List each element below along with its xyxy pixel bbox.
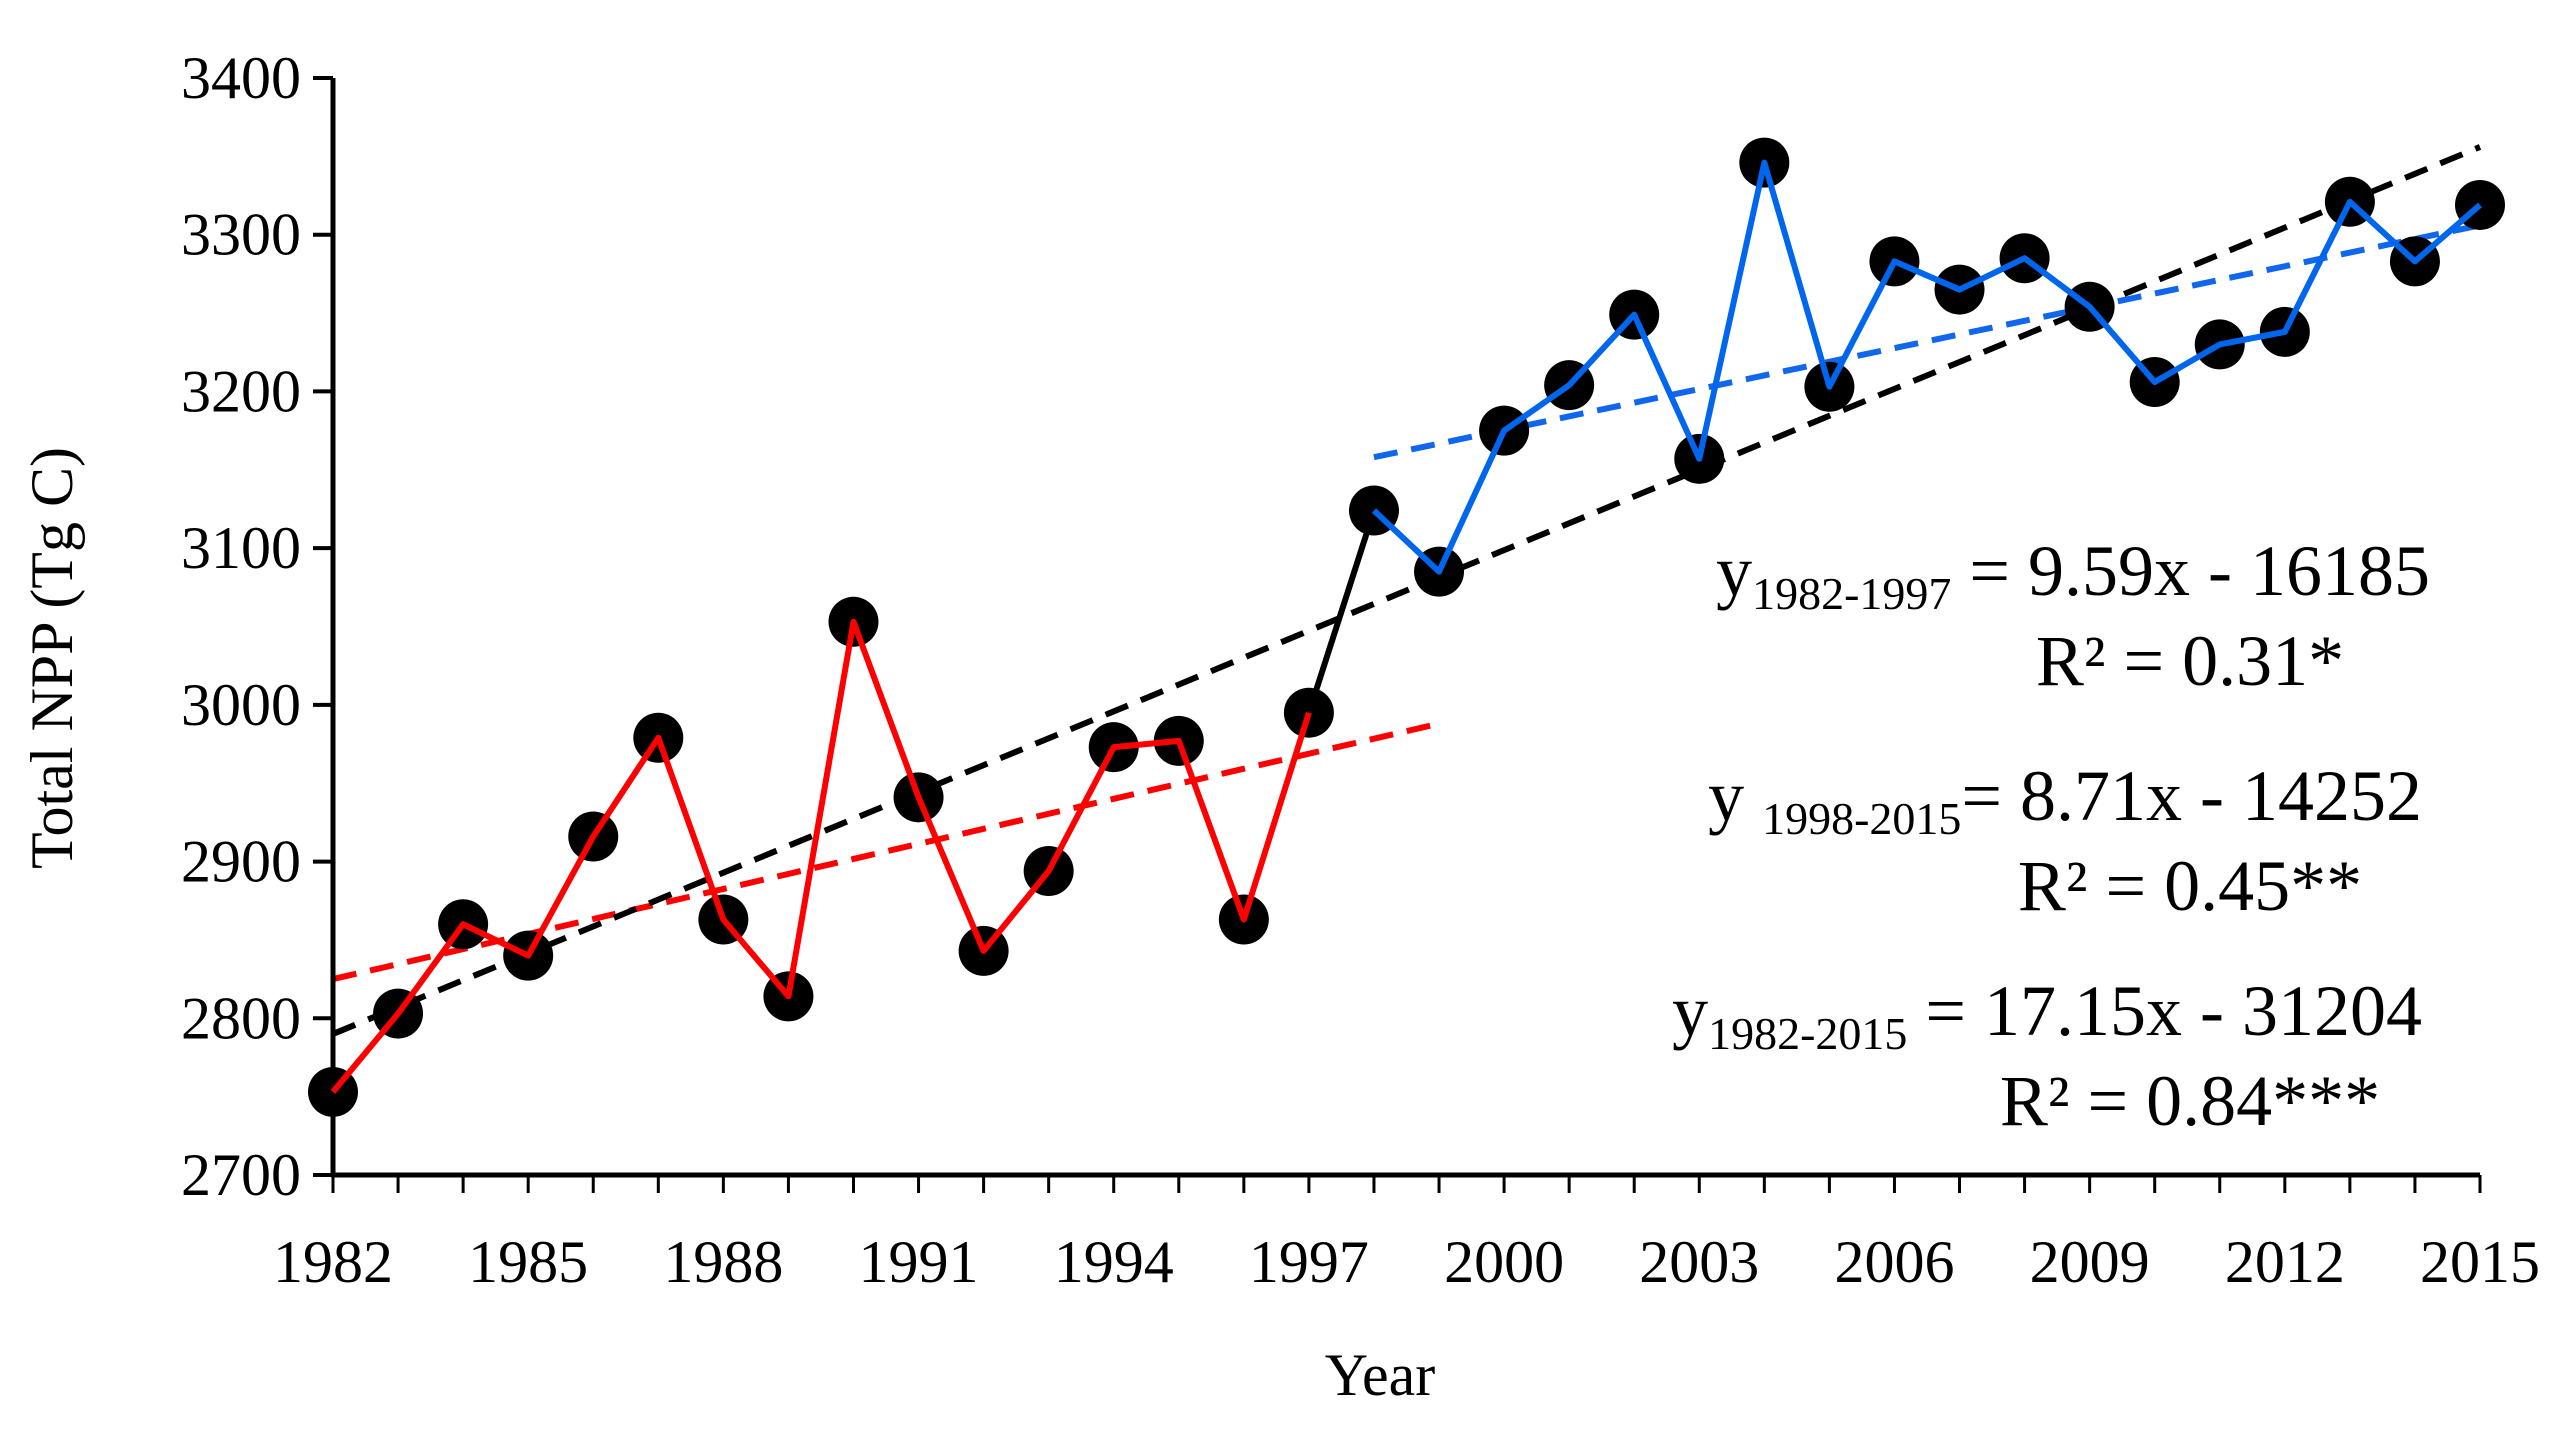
x-tick-label: 1994 xyxy=(1054,1229,1174,1295)
annotation-r2: R² = 0.45** xyxy=(2018,846,2362,926)
x-tick-label: 1991 xyxy=(859,1229,979,1295)
trendlines xyxy=(331,144,2482,1037)
series-lines xyxy=(330,159,2482,1094)
series-line-1998-2015 xyxy=(1371,159,2482,575)
series-line-1982-1997 xyxy=(330,618,1312,1094)
annotation-eq1: y1982-1997 = 9.59x - 16185 xyxy=(1716,531,2430,619)
y-tick-label: 2700 xyxy=(181,1142,301,1208)
y-tick-label: 3100 xyxy=(181,515,301,581)
y-tick-label: 3400 xyxy=(181,45,301,111)
y-tick-label: 3000 xyxy=(181,672,301,738)
annotation-r1: R² = 0.31* xyxy=(2036,621,2344,701)
annotation-eq3: y1982-2015 = 17.15x - 31204 xyxy=(1672,971,2422,1059)
x-tick-label: 1982 xyxy=(273,1229,393,1295)
trendline-1982-2015 xyxy=(331,144,2482,1037)
axes xyxy=(330,78,2480,1178)
x-tick-label: 1988 xyxy=(663,1229,783,1295)
x-tick-label: 2012 xyxy=(2225,1229,2345,1295)
y-tick-label: 2800 xyxy=(181,985,301,1051)
series-line-1997-1998 xyxy=(1306,509,1377,714)
annotation-r3: R² = 0.84*** xyxy=(2000,1061,2380,1141)
x-tick-label: 2003 xyxy=(1639,1229,1759,1295)
x-tick-label: 2006 xyxy=(1834,1229,1954,1295)
y-tick-label: 3200 xyxy=(181,358,301,424)
trendline-1998-2015 xyxy=(1373,222,2481,461)
x-tick-label: 1985 xyxy=(468,1229,588,1295)
x-tick-label: 2009 xyxy=(2030,1229,2150,1295)
x-tick-label: 2015 xyxy=(2420,1229,2540,1295)
y-tick-label: 2900 xyxy=(181,829,301,895)
y-axis-title: Total NPP (Tg C) xyxy=(19,447,85,869)
y-tick-label: 3300 xyxy=(181,202,301,268)
x-tick-label: 2000 xyxy=(1444,1229,1564,1295)
annotation-eq2: y 1998-2015= 8.71x - 14252 xyxy=(1708,756,2422,844)
ticks: 2700 2800 2900 3000 3100 3200 3300 3400 1982 1985… xyxy=(181,45,2540,1295)
x-tick-label: 1997 xyxy=(1249,1229,1369,1295)
x-axis-title: Year xyxy=(1325,1342,1436,1408)
